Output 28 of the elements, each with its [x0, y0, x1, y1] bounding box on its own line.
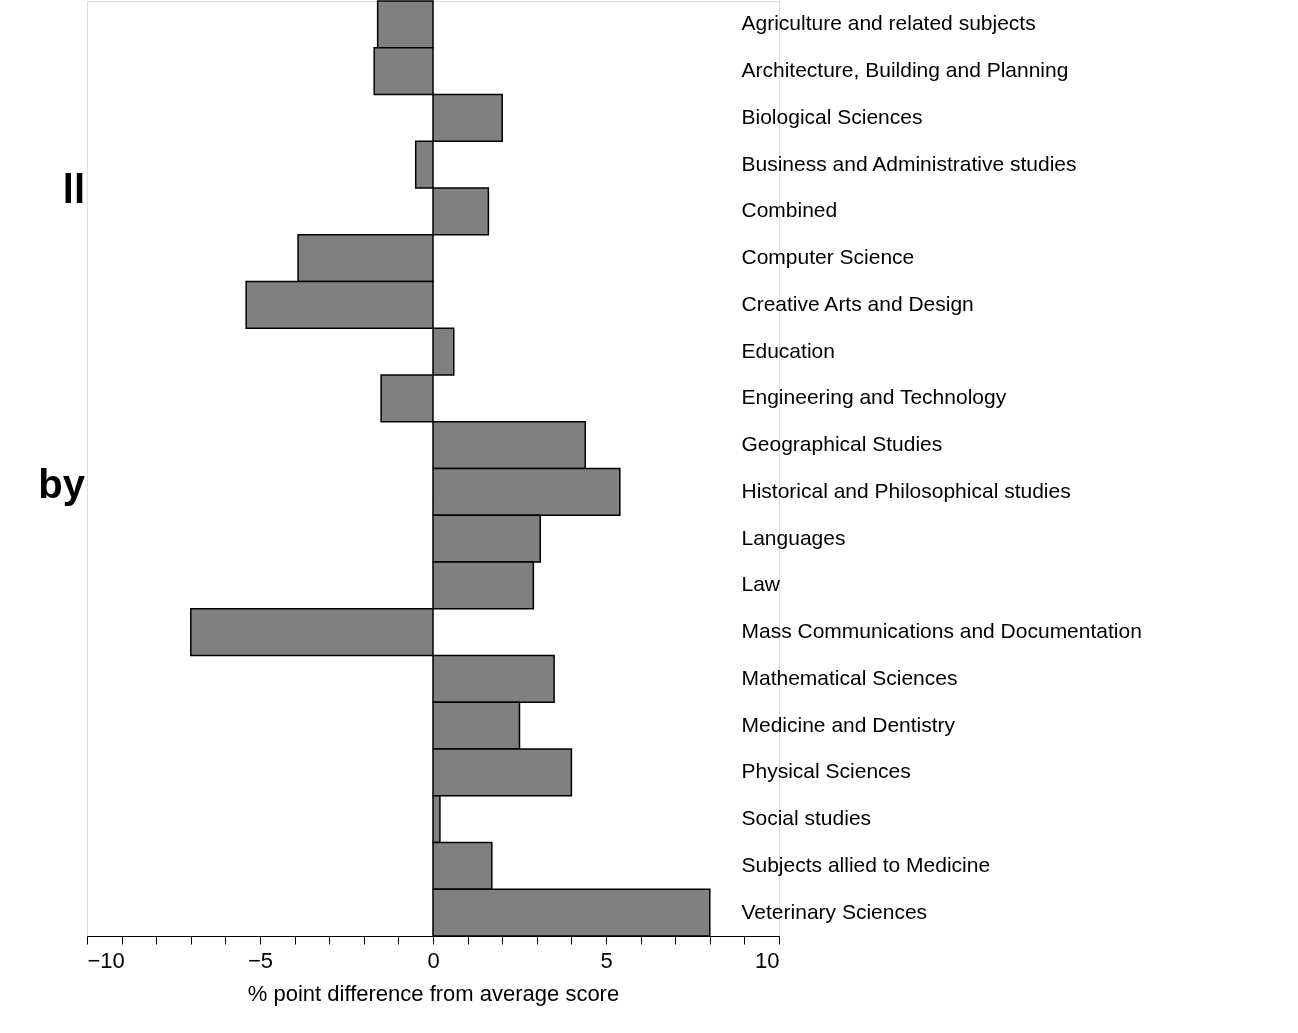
y-tick-label: Computer Science — [741, 245, 915, 269]
x-tick-label: 10 — [755, 947, 780, 973]
y-tick-label: Law — [741, 572, 781, 596]
y-tick-label: Engineering and Technology — [741, 385, 1007, 409]
text: ll — [62, 167, 85, 211]
y-tick-label: Combined — [741, 198, 838, 222]
y-tick-label: Medicine and Dentistry — [741, 712, 956, 736]
y-tick-label: Architecture, Building and Planning — [741, 58, 1069, 82]
y-tick-label: Veterinary Sciences — [741, 899, 928, 923]
y-tick-label: Mathematical Sciences — [741, 665, 958, 689]
x-axis-title: % point difference from average score — [247, 980, 620, 1006]
y-tick-label: Creative Arts and Design — [741, 291, 974, 315]
y-tick-label: Education — [741, 338, 835, 362]
y-tick-label: Agriculture and related subjects — [741, 11, 1036, 35]
x-tick-label: 0 — [427, 947, 440, 973]
y-tick-label: Physical Sciences — [741, 759, 911, 783]
y-tick-label: Languages — [741, 525, 846, 549]
y-tick-label: Biological Sciences — [741, 104, 923, 128]
text: by — [38, 462, 86, 506]
y-tick-label: Mass Communications and Documentation — [741, 619, 1142, 643]
y-tick-label: Historical and Philosophical studies — [741, 478, 1071, 502]
x-tick-label: 5 — [600, 947, 613, 973]
y-tick-label: Social studies — [741, 806, 872, 830]
y-tick-label: Business and Administrative studies — [741, 151, 1077, 175]
y-tick-label: Geographical Studies — [741, 432, 943, 456]
x-tick-label: −5 — [247, 947, 274, 973]
y-tick-label: Subjects allied to Medicine — [741, 852, 991, 876]
x-tick-label: −10 — [87, 947, 125, 973]
